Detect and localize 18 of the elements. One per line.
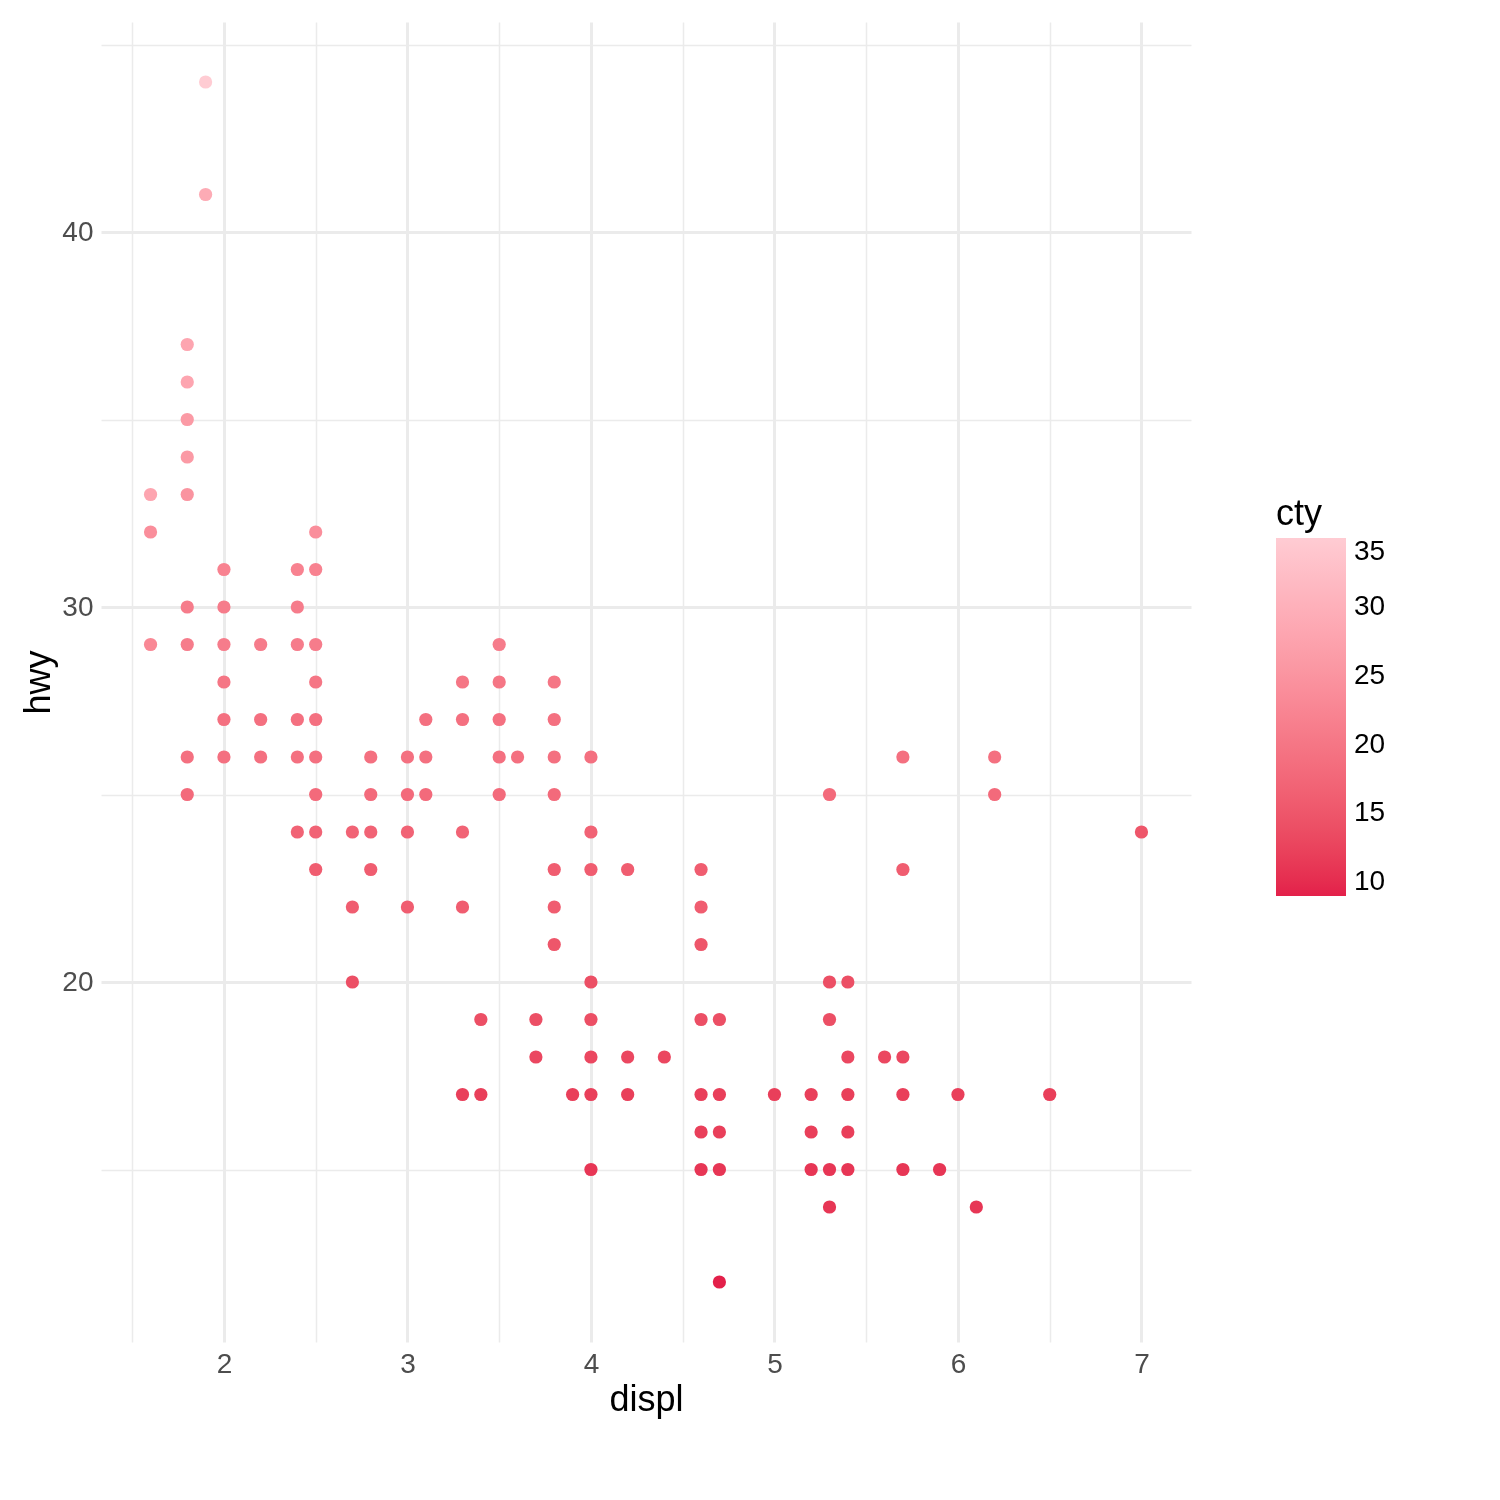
x-axis-title: displ (609, 1377, 684, 1419)
color-bar-label: 20 (1354, 727, 1386, 759)
color-bar-label: 25 (1354, 658, 1386, 690)
x-tick-label: 7 (1134, 1347, 1150, 1379)
y-tick-label: 30 (62, 590, 94, 622)
color-bar-label: 35 (1354, 535, 1386, 566)
color-bar-label: 15 (1354, 796, 1386, 828)
x-tick-label: 2 (216, 1347, 233, 1379)
x-tick-label: 5 (767, 1347, 783, 1379)
x-tick-label: 4 (583, 1347, 600, 1379)
y-tick-label: 40 (62, 215, 94, 247)
x-tick-label: 6 (950, 1347, 967, 1379)
y-tick-label: 20 (62, 965, 94, 997)
y-axis-title: hwy (17, 650, 59, 715)
x-tick-label: 3 (400, 1347, 416, 1379)
color-bar-label: 10 (1354, 865, 1386, 897)
color-bar-title: cty (1276, 492, 1323, 533)
color-bar-label: 30 (1354, 589, 1386, 621)
